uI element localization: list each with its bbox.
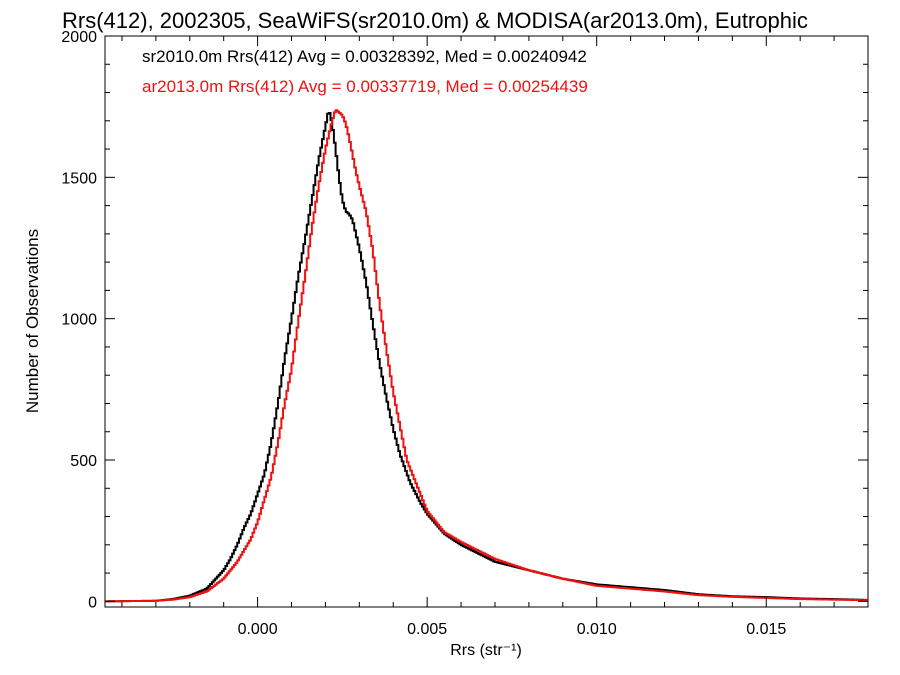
y-tick-label: 1000 [61, 312, 97, 329]
x-tick-label: 0.000 [238, 621, 278, 638]
chart-title: Rrs(412), 2002305, SeaWiFS(sr2010.0m) & … [62, 8, 808, 33]
x-axis-label: Rrs (str⁻¹) [450, 642, 522, 659]
x-tick-label: 0.015 [746, 621, 786, 638]
plot-area [104, 35, 869, 608]
legend-entry-sr2010: sr2010.0m Rrs(412) Avg = 0.00328392, Med… [142, 47, 587, 66]
legend-entry-ar2013: ar2013.0m Rrs(412) Avg = 0.00337719, Med… [142, 77, 588, 96]
y-tick-label: 1500 [61, 170, 97, 187]
y-axis-label: Number of Observations [23, 229, 42, 413]
series-line-1 [105, 109, 868, 603]
y-tick-label: 2000 [61, 29, 97, 46]
plot-frame [104, 35, 869, 608]
x-tick-label: 0.005 [407, 621, 447, 638]
ticks-layer: 0.000 0.005 0.010 0.015 0 500 1000 1500 2000 [61, 29, 869, 638]
y-tick-label: 500 [70, 453, 97, 470]
legend: sr2010.0m Rrs(412) Avg = 0.00328392, Med… [142, 47, 588, 96]
series-layer [105, 109, 868, 603]
y-tick-label: 0 [88, 594, 97, 611]
x-tick-label: 0.010 [577, 621, 617, 638]
